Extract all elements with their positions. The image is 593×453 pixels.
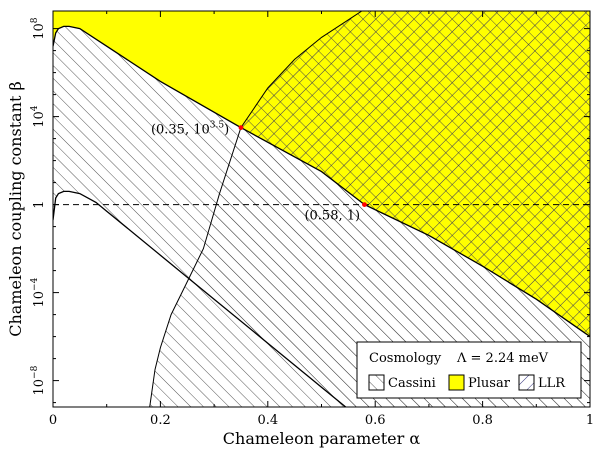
intersection-point	[362, 202, 367, 208]
y-tick-label: 10−8	[30, 365, 47, 395]
legend-title-cosmology: Cosmology	[369, 351, 442, 366]
legend-swatch-plusar	[448, 374, 465, 391]
legend-entries: Cassini Plusar LLR	[368, 374, 566, 391]
x-tick-label: 0	[49, 413, 57, 428]
intersection-label: (0.35, 103.5)	[151, 121, 229, 138]
axis-ticks: 0 0.2 0.4 0.6 0.8 1 10−8 10−4 1 104 108	[30, 11, 593, 428]
legend-label-cassini: Cassini	[388, 376, 436, 391]
y-tick-label: 1	[32, 200, 47, 208]
y-tick-label: 10−4	[30, 277, 47, 307]
cassini-boundary-line	[53, 190, 347, 407]
legend-swatch-llr	[518, 374, 535, 391]
llr-region	[240, 11, 590, 337]
legend-label-plusar: Plusar	[468, 376, 511, 391]
y-tick-label: 108	[30, 17, 47, 40]
legend-label-llr: LLR	[538, 376, 566, 391]
x-tick-label: 0.8	[472, 413, 493, 428]
legend: Cosmology Λ = 2.24 meV Cassini Plusar LLR	[356, 341, 582, 399]
legend-swatch-cassini	[368, 374, 385, 391]
intersection-point	[238, 125, 244, 130]
x-tick-label: 0.6	[365, 413, 386, 428]
intersection-label: (0.58, 1)	[304, 209, 360, 224]
y-tick-label: 104	[30, 105, 47, 128]
plot-area	[53, 11, 590, 407]
x-tick-label: 0.4	[257, 413, 278, 428]
llr-boundary-line	[149, 11, 363, 407]
legend-title-lambda: Λ = 2.24 meV	[456, 351, 549, 366]
plusar-boundary-line	[53, 25, 590, 338]
legend-box	[356, 341, 582, 399]
x-tick-label: 1	[586, 413, 593, 428]
x-tick-label: 0.2	[150, 413, 171, 428]
x-axis-title: Chameleon parameter α	[223, 429, 421, 448]
y-axis-title: Chameleon coupling constant β	[6, 81, 25, 337]
